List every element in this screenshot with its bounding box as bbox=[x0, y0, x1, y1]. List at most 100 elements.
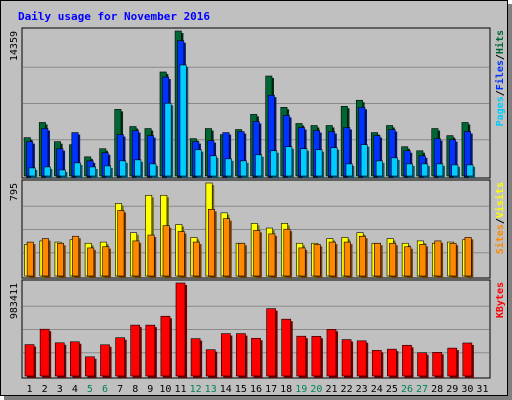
bar-pages-day-16 bbox=[255, 154, 263, 177]
bar-sites-day-21 bbox=[328, 241, 336, 277]
legend-part: KBytes bbox=[495, 282, 506, 318]
legend-visits-sites: Sites/Visits bbox=[494, 182, 506, 254]
bar-pages-day-10 bbox=[164, 102, 172, 177]
bar-kbytes-day-14 bbox=[220, 333, 231, 377]
day-label-17: 17 bbox=[265, 384, 277, 395]
legend-part: Files bbox=[494, 60, 506, 90]
bar-sites-day-1 bbox=[26, 241, 34, 277]
bar-kbytes-day-19 bbox=[296, 335, 307, 377]
bar-sites-day-5 bbox=[87, 247, 95, 277]
bar-kbytes-day-8 bbox=[130, 324, 141, 377]
day-label-30: 30 bbox=[461, 384, 473, 395]
bar-sites-day-7 bbox=[117, 210, 125, 277]
day-label-24: 24 bbox=[371, 384, 383, 395]
bar-pages-day-22 bbox=[345, 163, 353, 177]
bar-pages-day-30 bbox=[466, 164, 474, 177]
bar-kbytes-day-20 bbox=[311, 335, 322, 377]
day-label-6: 6 bbox=[102, 384, 108, 395]
panel-kbytes: 983411 KBytes bbox=[9, 279, 506, 379]
bar-pages-day-18 bbox=[285, 146, 293, 177]
bar-kbytes-day-28 bbox=[432, 352, 442, 377]
day-label-15: 15 bbox=[235, 384, 247, 395]
bar-sites-day-14 bbox=[223, 218, 231, 277]
day-label-14: 14 bbox=[220, 384, 232, 395]
bar-kbytes-day-4 bbox=[70, 341, 80, 377]
bar-sites-day-10 bbox=[162, 225, 170, 277]
bar-pages-day-13 bbox=[209, 155, 217, 177]
bar-sites-day-6 bbox=[102, 246, 110, 277]
legend-part: / bbox=[495, 90, 506, 96]
bar-sites-day-13 bbox=[207, 209, 215, 277]
day-label-7: 7 bbox=[117, 384, 123, 395]
bar-sites-day-24 bbox=[374, 242, 381, 277]
day-label-12: 12 bbox=[190, 384, 202, 395]
y-max-label: 14359 bbox=[9, 31, 20, 61]
bar-kbytes-day-15 bbox=[236, 333, 246, 377]
day-label-8: 8 bbox=[132, 384, 138, 395]
bar-pages-day-21 bbox=[330, 147, 338, 177]
bar-sites-day-15 bbox=[238, 242, 246, 277]
bar-pages-day-12 bbox=[194, 149, 202, 177]
bar-kbytes-day-3 bbox=[54, 342, 65, 377]
bar-kbytes-day-16 bbox=[251, 337, 261, 377]
day-label-1: 1 bbox=[27, 384, 33, 395]
bar-pages-day-3 bbox=[58, 169, 66, 177]
bar-pages-day-23 bbox=[360, 144, 368, 177]
chart-panels: 14359Pages/Files/Hits795Sites/Visits9834… bbox=[9, 27, 506, 379]
day-label-10: 10 bbox=[159, 384, 171, 395]
bar-kbytes-day-26 bbox=[402, 344, 412, 377]
legend-part: Visits bbox=[494, 182, 506, 218]
bar-sites-day-3 bbox=[57, 242, 64, 277]
bar-sites-day-19 bbox=[298, 247, 306, 277]
bar-pages-day-5 bbox=[89, 166, 96, 177]
day-label-23: 23 bbox=[356, 384, 368, 395]
bar-sites-day-9 bbox=[147, 234, 155, 277]
bar-sites-day-30 bbox=[464, 237, 472, 277]
bar-sites-day-16 bbox=[253, 230, 261, 277]
chart-title: Daily usage for November 2016 bbox=[18, 10, 210, 23]
bar-pages-day-14 bbox=[224, 158, 232, 177]
bar-sites-day-26 bbox=[404, 246, 412, 277]
bar-kbytes-day-27 bbox=[417, 352, 427, 377]
bar-pages-day-7 bbox=[119, 160, 127, 177]
day-label-27: 27 bbox=[416, 384, 428, 395]
bar-sites-day-11 bbox=[177, 231, 185, 277]
day-label-31: 31 bbox=[476, 384, 488, 395]
day-label-26: 26 bbox=[401, 384, 413, 395]
bar-kbytes-day-9 bbox=[145, 324, 156, 377]
day-label-28: 28 bbox=[431, 384, 443, 395]
bar-sites-day-23 bbox=[358, 235, 366, 277]
bar-sites-day-25 bbox=[389, 242, 397, 277]
bar-pages-day-26 bbox=[406, 163, 414, 177]
bar-kbytes-day-18 bbox=[281, 318, 292, 377]
panel-visits-sites: 795 Sites/Visits bbox=[9, 179, 506, 279]
day-label-20: 20 bbox=[310, 384, 322, 395]
day-label-5: 5 bbox=[87, 384, 93, 395]
day-label-11: 11 bbox=[174, 384, 186, 395]
bar-pages-day-9 bbox=[149, 163, 157, 177]
day-label-16: 16 bbox=[250, 384, 262, 395]
bar-pages-day-8 bbox=[134, 159, 142, 177]
bar-pages-day-4 bbox=[73, 162, 81, 177]
bar-kbytes-day-13 bbox=[205, 349, 216, 377]
bar-sites-day-2 bbox=[41, 238, 49, 277]
bar-pages-day-29 bbox=[451, 164, 459, 177]
bar-sites-day-17 bbox=[268, 233, 276, 277]
bar-pages-day-1 bbox=[28, 167, 36, 177]
legend-part: Pages bbox=[495, 96, 506, 126]
bar-sites-day-8 bbox=[132, 240, 140, 277]
bar-pages-day-20 bbox=[315, 149, 323, 177]
legend-part: / bbox=[495, 218, 506, 224]
day-label-29: 29 bbox=[446, 384, 458, 395]
bar-kbytes-day-11 bbox=[175, 282, 186, 377]
bar-kbytes-day-12 bbox=[190, 338, 201, 377]
bar-pages-day-11 bbox=[179, 64, 187, 177]
bar-kbytes-day-2 bbox=[39, 328, 50, 377]
day-label-25: 25 bbox=[386, 384, 398, 395]
bar-pages-day-24 bbox=[375, 160, 383, 177]
day-label-18: 18 bbox=[280, 384, 292, 395]
x-axis-day-labels: 1 2 3 4 5 6 7 8 9 10 11 12 13 14 15 16 17 18 19 20 21 22 23 24 2… bbox=[27, 384, 489, 395]
bar-pages-day-2 bbox=[43, 166, 51, 177]
bar-sites-day-29 bbox=[449, 242, 457, 277]
